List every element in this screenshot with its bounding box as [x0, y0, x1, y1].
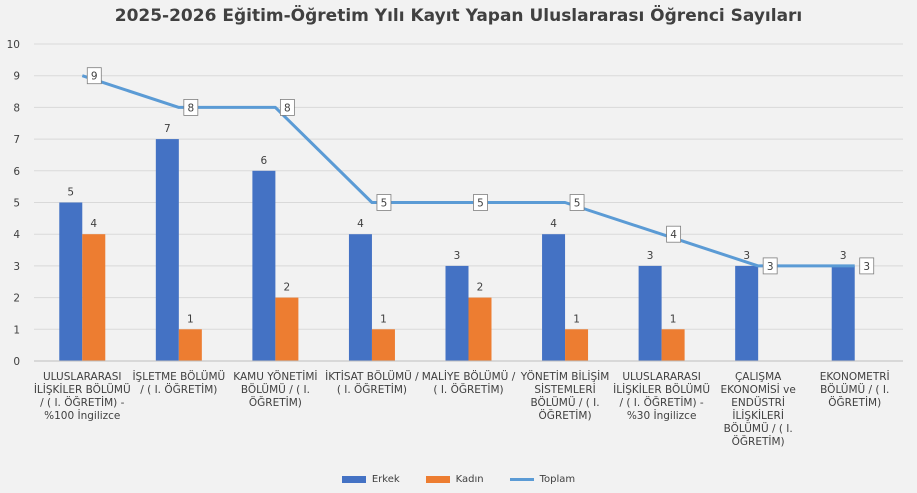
- data-label-box: [569, 194, 585, 211]
- data-label: 1: [573, 313, 580, 325]
- data-label: 7: [164, 123, 171, 135]
- y-tick-label: 3: [13, 261, 20, 273]
- data-label: 3: [454, 250, 461, 262]
- x-tick-label: MALİYE BÖLÜMÜ / ( I. ÖĞRETİM): [421, 371, 516, 396]
- data-label: 5: [381, 198, 388, 210]
- bar-erkek: [155, 139, 179, 361]
- data-label: 5: [574, 198, 581, 210]
- bar-erkek: [831, 265, 855, 361]
- legend-item-kadin: Kadın: [425, 474, 484, 485]
- x-tick-label: İŞLETME BÖLÜMÜ / ( I. ÖĞRETİM): [132, 371, 226, 396]
- data-label: 1: [187, 313, 194, 325]
- bar-erkek: [542, 234, 566, 361]
- legend-swatch: [509, 478, 534, 481]
- data-label: 8: [284, 102, 291, 114]
- legend-item-toplam: Toplam: [509, 474, 576, 485]
- bar-kadın: [565, 329, 589, 361]
- bar-kadın: [82, 234, 106, 361]
- x-tick-label: KAMU YÖNETİMİ BÖLÜMÜ / ( I. ÖĞRETİM): [233, 371, 318, 409]
- data-label-box: [86, 67, 102, 85]
- data-label: 3: [647, 250, 654, 262]
- y-tick-label: 5: [13, 198, 20, 210]
- data-label: 4: [670, 229, 677, 241]
- bar-erkek: [252, 170, 276, 361]
- data-label-box: [376, 194, 392, 211]
- data-label: 2: [284, 282, 291, 294]
- bar-erkek: [59, 202, 83, 361]
- y-tick-label: 6: [13, 166, 20, 178]
- bar-kadın: [178, 329, 202, 361]
- data-label: 3: [840, 250, 847, 262]
- bar-kadın: [371, 329, 395, 361]
- bar-erkek: [735, 265, 759, 361]
- data-label: 4: [90, 218, 97, 230]
- bar-erkek: [445, 265, 469, 361]
- legend: Erkek Kadın Toplam: [0, 474, 917, 485]
- legend-label: Erkek: [371, 474, 400, 485]
- line-toplam: [81, 74, 855, 268]
- y-tick-label: 7: [13, 134, 20, 146]
- bar-erkek: [348, 234, 372, 361]
- data-label: 3: [743, 250, 750, 262]
- x-tick-label: YÖNETİM BİLİŞİM SİSTEMLERİ BÖLÜMÜ / ( I.…: [520, 371, 610, 422]
- data-label: 3: [767, 261, 774, 273]
- legend-item-erkek: Erkek: [341, 474, 400, 485]
- x-tick-label: ULUSLARARASI İLİŞKİLER BÖLÜMÜ / ( I. ÖĞR…: [33, 371, 131, 422]
- x-tick-label: ÇALIŞMA EKONOMİSİ ve ENDÜSTRİ İLİŞKİLERİ…: [720, 371, 796, 448]
- data-label-box: [183, 99, 199, 116]
- x-tick-label: EKONOMETRİ BÖLÜMÜ / ( I. ÖĞRETİM): [819, 371, 890, 409]
- bar-kadın: [468, 297, 492, 361]
- bar-erkek: [638, 265, 662, 361]
- data-label-box: [666, 225, 682, 243]
- x-tick-label: İKTİSAT BÖLÜMÜ / ( I. ÖĞRETİM): [325, 371, 419, 396]
- data-label: 3: [863, 261, 870, 273]
- data-label: 1: [670, 313, 677, 325]
- y-tick-label: 4: [13, 229, 20, 241]
- data-label: 5: [67, 187, 74, 199]
- data-label: 5: [477, 198, 484, 210]
- data-label-box: [762, 257, 778, 275]
- legend-label: Kadın: [455, 474, 484, 485]
- data-label-box: [473, 194, 488, 211]
- x-tick-label: ULUSLARARASI İLİŞKİLER BÖLÜMÜ / ( I. ÖĞR…: [613, 371, 711, 422]
- data-label: 1: [380, 313, 387, 325]
- chart-title: 2025-2026 Eğitim-Öğretim Yılı Kayıt Yapa…: [114, 6, 803, 26]
- legend-label: Toplam: [539, 474, 576, 485]
- data-label: 8: [187, 102, 194, 114]
- legend-swatch: [341, 476, 366, 483]
- bar-kadın: [661, 329, 685, 361]
- y-tick-label: 9: [13, 71, 20, 83]
- y-tick-label: 2: [13, 293, 20, 305]
- legend-swatch: [425, 476, 450, 483]
- data-label-box: [859, 257, 875, 275]
- bar-kadın: [275, 297, 299, 361]
- data-label: 2: [477, 282, 484, 294]
- data-label: 4: [550, 218, 557, 230]
- y-tick-label: 0: [13, 356, 20, 368]
- y-tick-label: 10: [7, 39, 20, 51]
- data-label-box: [279, 99, 295, 116]
- data-label: 4: [357, 218, 364, 230]
- data-label: 6: [261, 155, 268, 167]
- y-tick-label: 1: [13, 324, 20, 336]
- data-label: 9: [91, 71, 98, 83]
- y-tick-label: 8: [13, 102, 20, 114]
